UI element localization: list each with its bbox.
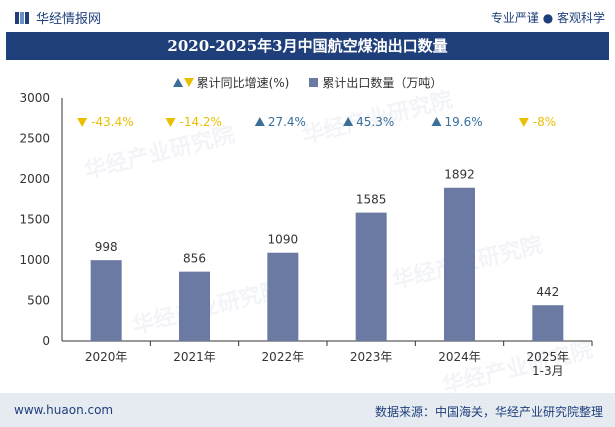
bar-value-label: 442 [536,285,559,299]
legend-item-volume: 累计出口数量（万吨） [309,74,442,91]
bar-value-label: 1585 [356,193,387,207]
growth-up-icon [343,117,354,126]
growth-arrows-icon [172,77,194,87]
growth-down-icon [77,118,88,127]
y-tick-label: 2000 [19,172,50,186]
bar [444,187,475,341]
logo-text: 华经情报网 [36,12,102,27]
footer-source: 数据来源：中国海关，华经产业研究院整理 [374,405,603,419]
logo: 华经情报网 [14,8,101,27]
y-tick-label: 3000 [19,91,50,105]
growth-rate-label: -43.4% [91,115,133,129]
x-tick-label: 2021年 [173,350,216,364]
x-tick-label: 2020年 [85,350,128,364]
growth-rate-label: 27.4% [268,115,306,129]
legend-label-growth: 累计同比增速(%) [196,75,290,90]
chart-title: 2020-2025年3月中国航空煤油出口数量 [6,32,609,60]
growth-up-icon [431,117,442,126]
growth-up-icon [254,117,265,126]
bar [355,212,387,341]
bar [179,271,210,341]
y-tick-label: 0 [42,334,50,348]
y-tick-label: 1000 [19,253,50,267]
logo-icon [15,11,29,24]
growth-rate-label: -8% [533,115,556,129]
x-tick-label: 2022年 [262,350,305,364]
legend-swatch-volume [309,77,319,87]
bar-value-label: 856 [183,252,206,266]
tagline: 专业严谨 ● 客观科学 [490,11,605,25]
growth-down-icon [165,118,176,127]
bar [532,305,564,341]
legend-label-volume: 累计出口数量（万吨） [322,75,443,90]
footer-url[interactable]: www.huaon.com [14,403,114,417]
bar-chart: 0 500 1000 1500 2000 2500 3000 998 2020年 -43.4% 85… [19,91,593,378]
legend-item-growth: 累计同比增速(%) [172,74,290,91]
bar-value-label: 998 [95,240,118,254]
top-bar: 华经情报网 专业严谨 ● 客观科学 [0,0,615,32]
bar [267,252,299,341]
growth-rate-label: 19.6% [445,115,483,129]
x-tick-label: 2023年 [350,350,393,364]
x-tick-label: 2025年 [527,350,570,364]
y-tick-label: 2500 [19,132,50,146]
x-tick-label: 2024年 [438,350,481,364]
x-tick-label: 1-3月 [532,364,564,378]
footer: www.huaon.com 数据来源：中国海关，华经产业研究院整理 [0,393,615,427]
growth-down-icon [518,118,529,127]
bar [90,260,122,341]
bar-value-label: 1892 [444,168,475,182]
growth-rate-label: -14.2% [180,115,222,129]
legend: 累计同比增速(%) 累计出口数量（万吨） [0,72,615,92]
y-tick-label: 1500 [19,213,50,227]
growth-rate-label: 45.3% [356,115,394,129]
y-tick-label: 500 [27,294,50,308]
bar-value-label: 1090 [268,233,299,247]
